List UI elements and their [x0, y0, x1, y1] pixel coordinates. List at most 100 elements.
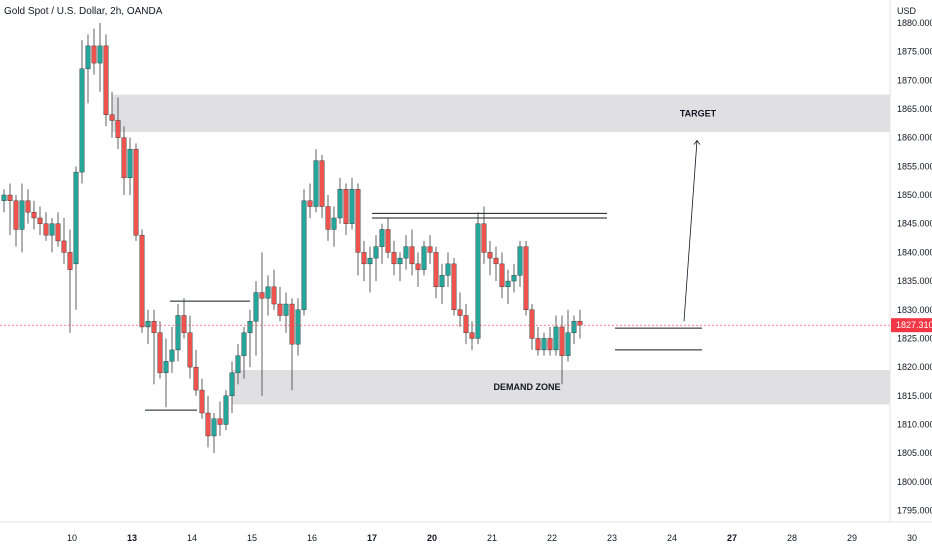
candle-body[interactable]: [109, 114, 115, 121]
candle-body[interactable]: [277, 303, 283, 316]
candle-body[interactable]: [487, 252, 493, 259]
candle-body[interactable]: [229, 372, 235, 397]
candle-body[interactable]: [223, 395, 229, 425]
candle-body[interactable]: [379, 229, 385, 247]
candle-body[interactable]: [19, 200, 25, 230]
candle-body[interactable]: [289, 303, 295, 345]
candle-body[interactable]: [205, 412, 211, 437]
candle-body[interactable]: [535, 338, 541, 351]
candle-body[interactable]: [493, 257, 499, 265]
candle-body[interactable]: [31, 212, 37, 219]
candle-body[interactable]: [343, 189, 349, 224]
candle-body[interactable]: [97, 45, 103, 64]
candle-body[interactable]: [433, 252, 439, 288]
candle-body[interactable]: [91, 45, 97, 64]
candle-body[interactable]: [577, 321, 583, 326]
candle-body[interactable]: [271, 286, 277, 305]
candle-body[interactable]: [85, 45, 91, 70]
candle-body[interactable]: [529, 309, 535, 339]
candle-body[interactable]: [265, 286, 271, 299]
candle-body[interactable]: [253, 292, 259, 322]
candle-body[interactable]: [121, 137, 127, 179]
candle-body[interactable]: [145, 321, 151, 328]
candle-body[interactable]: [67, 252, 73, 270]
x-tick-label: 15: [247, 533, 257, 543]
candle-body[interactable]: [499, 263, 505, 288]
candle-body[interactable]: [385, 229, 391, 253]
candle-body[interactable]: [151, 321, 157, 333]
candle-body[interactable]: [409, 246, 415, 265]
candle-body[interactable]: [49, 223, 55, 236]
candle-body[interactable]: [559, 326, 565, 356]
candle-body[interactable]: [295, 309, 301, 345]
candle-body[interactable]: [547, 338, 553, 351]
candle-body[interactable]: [259, 292, 265, 299]
candle-body[interactable]: [127, 148, 133, 179]
candle-body[interactable]: [517, 246, 523, 276]
candle-body[interactable]: [313, 160, 319, 207]
candle-body[interactable]: [319, 160, 325, 207]
candle-body[interactable]: [157, 332, 163, 374]
candle-body[interactable]: [241, 332, 247, 356]
candle-body[interactable]: [55, 223, 61, 242]
candle-body[interactable]: [73, 171, 79, 265]
candle-body[interactable]: [133, 148, 139, 236]
candle-body[interactable]: [553, 326, 559, 351]
candle-body[interactable]: [103, 45, 109, 115]
candle-body[interactable]: [505, 280, 511, 288]
candle-body[interactable]: [79, 68, 85, 173]
candle-body[interactable]: [469, 332, 475, 339]
candle-body[interactable]: [307, 200, 313, 207]
candle-body[interactable]: [355, 189, 361, 253]
candle-body[interactable]: [331, 217, 337, 230]
candle-body[interactable]: [175, 315, 181, 351]
candle-body[interactable]: [7, 194, 13, 201]
candle-body[interactable]: [187, 332, 193, 368]
candle-body[interactable]: [25, 200, 31, 213]
candle-body[interactable]: [463, 315, 469, 333]
candle-body[interactable]: [421, 246, 427, 270]
candle-body[interactable]: [571, 321, 577, 333]
candle-body[interactable]: [349, 189, 355, 224]
candle-body[interactable]: [337, 189, 343, 219]
candle-body[interactable]: [43, 223, 49, 236]
candle-body[interactable]: [283, 303, 289, 316]
candle-body[interactable]: [361, 252, 367, 265]
demand-zone-label: DEMAND ZONE: [494, 382, 561, 392]
candle-body[interactable]: [565, 332, 571, 356]
candle-body[interactable]: [451, 263, 457, 310]
candle-body[interactable]: [427, 246, 433, 253]
candle-body[interactable]: [193, 366, 199, 391]
candle-body[interactable]: [1, 194, 7, 201]
candle-body[interactable]: [403, 246, 409, 259]
candle-body[interactable]: [475, 223, 481, 339]
candle-body[interactable]: [415, 263, 421, 270]
candle-body[interactable]: [37, 217, 43, 224]
candle-body[interactable]: [115, 120, 121, 138]
candle-body[interactable]: [199, 389, 205, 414]
candle-body[interactable]: [301, 200, 307, 310]
candle-body[interactable]: [211, 418, 217, 437]
candle-body[interactable]: [169, 349, 175, 362]
candle-body[interactable]: [61, 240, 67, 253]
candle-body[interactable]: [139, 234, 145, 328]
candle-body[interactable]: [373, 246, 379, 259]
candle-body[interactable]: [397, 257, 403, 265]
candle-body[interactable]: [439, 275, 445, 288]
candle-body[interactable]: [367, 257, 373, 265]
candle-body[interactable]: [391, 252, 397, 265]
candle-body[interactable]: [217, 418, 223, 425]
candle-body[interactable]: [445, 263, 451, 276]
candle-body[interactable]: [13, 200, 19, 230]
candle-body[interactable]: [325, 206, 331, 230]
candle-body[interactable]: [481, 223, 487, 253]
candle-body[interactable]: [523, 246, 529, 310]
candle-body[interactable]: [247, 321, 253, 333]
candle-body[interactable]: [457, 309, 463, 316]
candle-body[interactable]: [181, 315, 187, 333]
candle-body[interactable]: [163, 361, 169, 374]
candle-body[interactable]: [541, 338, 547, 351]
candle-body[interactable]: [511, 275, 517, 282]
candle-body[interactable]: [235, 355, 241, 374]
